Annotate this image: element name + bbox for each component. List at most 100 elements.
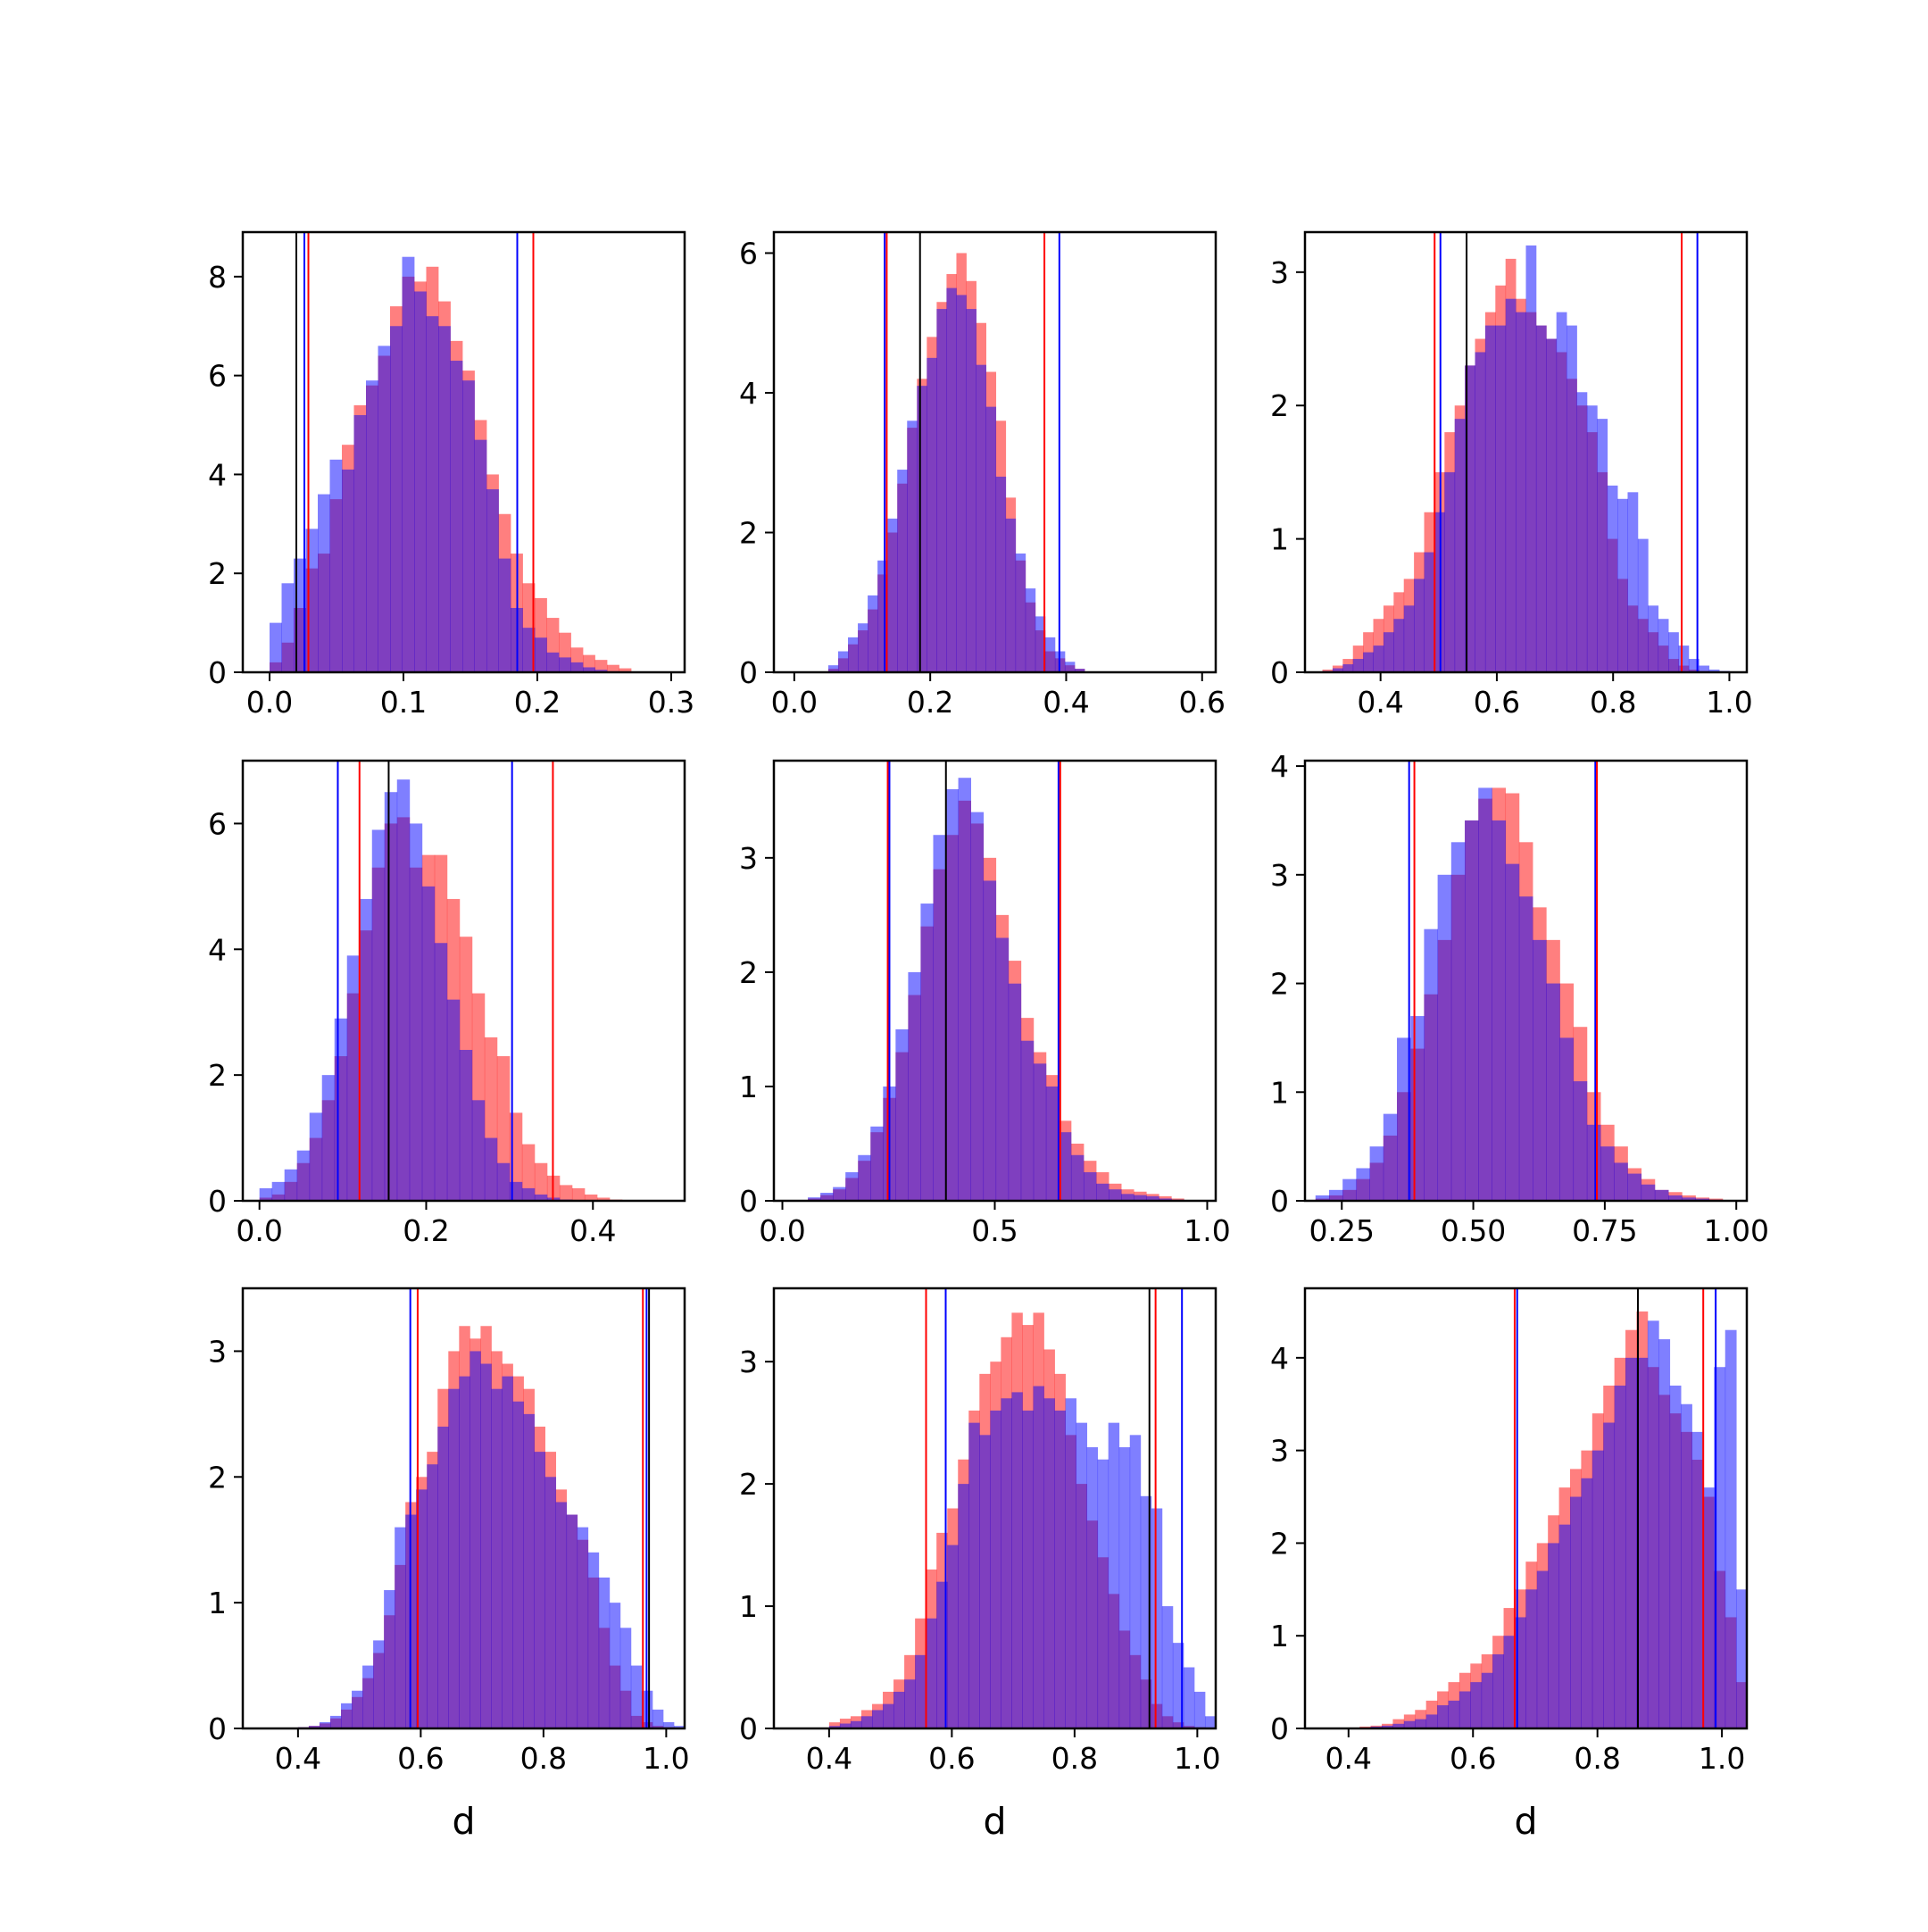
histogram-bar: [1066, 1398, 1076, 1728]
histogram-bar: [497, 1163, 510, 1201]
histogram-bar: [414, 291, 427, 672]
histogram-bar: [1205, 1716, 1216, 1728]
histogram-bar: [1533, 940, 1547, 1201]
histogram-bar: [1065, 662, 1075, 672]
x-tick-label: 0.2: [403, 1213, 449, 1248]
x-tick-label: 0.75: [1572, 1213, 1637, 1248]
histogram-bar: [1625, 1358, 1637, 1728]
histogram-bar: [535, 1452, 545, 1728]
histogram-bar: [1627, 492, 1638, 672]
y-tick-label: 2: [208, 1460, 227, 1495]
histogram-bar: [1044, 1398, 1055, 1728]
y-tick-label: 4: [208, 457, 227, 492]
histogram-bar: [1600, 1146, 1615, 1201]
y-tick-label: 1: [739, 1070, 758, 1104]
histogram-bar: [946, 789, 959, 1201]
histogram-bar: [996, 477, 1006, 672]
histogram-bar: [524, 1414, 535, 1728]
histogram-bar: [845, 1172, 858, 1201]
histogram-bar: [1570, 1497, 1582, 1728]
x-tick-label: 0.4: [275, 1741, 321, 1776]
histogram-bar: [947, 1545, 958, 1728]
x-tick-label: 0.0: [771, 685, 818, 720]
histogram-bar: [986, 407, 996, 672]
y-tick-label: 3: [739, 841, 758, 876]
histogram-bar: [907, 421, 917, 672]
histogram-bar: [883, 1704, 893, 1728]
x-tick-label: 0.6: [1450, 1741, 1496, 1776]
x-tick-label: 0.4: [569, 1213, 616, 1248]
histogram-bar: [422, 887, 435, 1201]
histogram-bar: [1370, 1146, 1384, 1201]
histogram-bar: [491, 1389, 502, 1728]
histogram-bar: [1009, 984, 1021, 1201]
histogram-bar: [872, 1710, 883, 1728]
x-tick-label: 1.0: [643, 1741, 689, 1776]
histogram-bar: [1681, 1404, 1692, 1728]
y-tick-label: 6: [739, 236, 758, 271]
histogram-bar: [1492, 820, 1506, 1201]
x-tick-label: 0.4: [1326, 1741, 1372, 1776]
histogram-bar: [1525, 1589, 1537, 1728]
histogram-bar: [1410, 1016, 1425, 1201]
histogram-bar: [1438, 875, 1452, 1201]
y-tick-label: 6: [208, 806, 227, 841]
y-tick-label: 3: [739, 1345, 758, 1379]
histogram-bar: [1130, 1435, 1141, 1728]
y-tick-label: 1: [208, 1586, 227, 1620]
x-axis-label: d: [1514, 1800, 1537, 1843]
histogram-bar: [1492, 1654, 1504, 1728]
histogram-bar: [1342, 1179, 1357, 1201]
histogram-bar: [1615, 1386, 1626, 1728]
histogram-bar: [1437, 1705, 1449, 1728]
y-tick-label: 0: [1270, 655, 1289, 690]
histogram-bar: [920, 904, 933, 1201]
x-tick-label: 0.2: [514, 685, 561, 720]
histogram-bar: [1655, 1190, 1669, 1201]
histogram-bar: [1658, 619, 1669, 672]
histogram-bar: [1478, 787, 1492, 1201]
histogram-bar: [1448, 1701, 1459, 1728]
histogram-bar: [390, 326, 403, 672]
histogram-bar: [620, 1628, 631, 1728]
x-tick-label: 0.3: [648, 685, 694, 720]
histogram-bar: [1641, 1185, 1656, 1201]
histogram-bar: [1603, 1422, 1615, 1728]
histogram-bar: [318, 495, 330, 672]
histogram-bar: [1648, 605, 1658, 672]
histogram-bar: [372, 829, 385, 1201]
histogram-bar: [1356, 1168, 1370, 1201]
histogram-bar: [868, 595, 877, 672]
histogram-bar: [1519, 896, 1533, 1201]
histogram-bar: [1033, 1387, 1043, 1728]
y-tick-label: 0: [1270, 1711, 1289, 1746]
histogram-bar: [1597, 419, 1608, 672]
histogram-bar: [362, 1666, 373, 1728]
histogram-bar: [1725, 1330, 1737, 1728]
histogram-bar: [1021, 1041, 1034, 1201]
histogram-bar: [936, 309, 946, 672]
histogram-bar: [427, 1464, 437, 1728]
histogram-bar: [599, 1578, 610, 1728]
histogram-bar: [451, 361, 463, 672]
y-tick-label: 0: [739, 1184, 758, 1219]
histogram-bar: [1587, 1125, 1601, 1201]
y-tick-label: 0: [739, 1711, 758, 1746]
y-tick-label: 1: [1270, 1619, 1289, 1653]
histogram-bar: [366, 380, 378, 672]
y-tick-label: 4: [1270, 1341, 1289, 1376]
histogram-bar: [1342, 664, 1353, 672]
histogram-bar: [1495, 326, 1506, 672]
x-tick-label: 0.1: [380, 685, 427, 720]
histogram-bar: [1374, 645, 1384, 672]
histogram-bar: [958, 1484, 968, 1728]
histogram-bar: [1658, 1339, 1670, 1728]
histogram-bar: [1329, 1190, 1343, 1201]
x-tick-label: 0.0: [246, 685, 293, 720]
histogram-bar: [403, 257, 415, 672]
x-tick-label: 0.5: [971, 1213, 1018, 1248]
histogram-bar: [297, 1151, 310, 1201]
histogram-bar: [1026, 588, 1035, 672]
histogram-bar: [1011, 1392, 1022, 1728]
